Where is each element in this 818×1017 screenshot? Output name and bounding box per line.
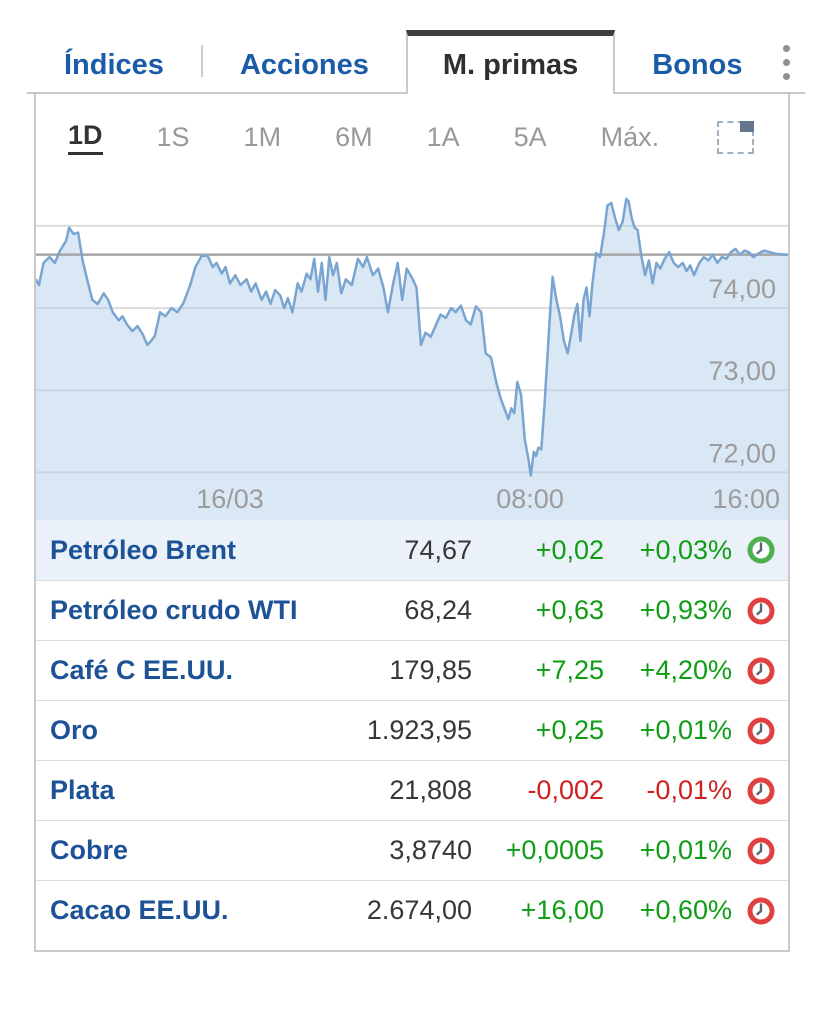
x-axis-label: 16:00 [712,484,780,514]
last-price: 68,24 [404,595,472,625]
price-change: +0,02 [535,534,604,565]
quotes-table: Petróleo Brent 74,67 +0,02 +0,03% Petróleo c… [36,520,788,950]
markets-widget: Índices Acciones M. primas Bonos 1D 1S 1M 6M 1A… [27,30,805,952]
last-price: 21,808 [389,775,472,805]
instrument-name[interactable]: Petróleo Brent [50,534,237,565]
market-status-clock-icon [732,656,776,686]
range-1d[interactable]: 1D [68,120,103,155]
table-row-cobre[interactable]: Cobre 3,8740 +0,0005 +0,01% [36,820,788,880]
instrument-name[interactable]: Café C EE.UU. [50,655,234,685]
range-1a[interactable]: 1A [426,122,460,152]
instrument-name[interactable]: Plata [50,775,115,805]
price-change-pct: +0,03% [639,534,732,565]
table-row-caf-c-ee-uu[interactable]: Café C EE.UU. 179,85 +7,25 +4,20% [36,640,788,700]
market-status-clock-icon [732,535,776,565]
instrument-name[interactable]: Cobre [50,835,129,865]
tab-bar-tabs: Índices Acciones M. primas Bonos [27,30,779,94]
price-change: +7,25 [535,655,604,685]
market-status-clock-icon [732,776,776,806]
price-change-pct: +4,20% [639,655,732,685]
time-range-bar: 1D 1S 1M 6M 1A 5A Máx. [36,94,788,175]
chart-svg: 74,00 73,00 72,00 16/03 08:00 16:00 [36,197,788,520]
price-change-pct: -0,01% [646,775,732,805]
instrument-name[interactable]: Oro [50,715,99,745]
price-chart[interactable]: 74,00 73,00 72,00 16/03 08:00 16:00 [36,175,788,520]
range-1m[interactable]: 1M [243,122,282,152]
table-row-oro[interactable]: Oro 1.923,95 +0,25 +0,01% [36,700,788,760]
kebab-menu-icon[interactable] [779,41,794,84]
price-line [36,197,788,477]
range-1s[interactable]: 1S [156,122,190,152]
price-change: +16,00 [520,895,604,925]
tab-divider [200,45,203,77]
expand-chart-icon[interactable] [717,121,755,154]
y-axis-label: 74,00 [708,274,776,304]
widget-body: 1D 1S 1M 6M 1A 5A Máx. 74,00 73,00 72,00 16/03 08:… [34,94,790,952]
range-5a[interactable]: 5A [513,122,547,152]
price-change-pct: +0,01% [639,835,732,865]
market-status-clock-icon [732,896,776,926]
price-change: +0,0005 [505,835,604,865]
last-price: 2.674,00 [366,895,472,925]
last-price: 74,67 [404,534,472,565]
tab-bar: Índices Acciones M. primas Bonos [27,30,805,94]
last-price: 179,85 [389,655,472,685]
price-change: -0,002 [527,775,604,805]
price-change: +0,25 [535,715,604,745]
tab-acciones[interactable]: Acciones [239,48,369,81]
market-status-clock-icon [732,836,776,866]
table-row-petr-leo-crudo-wti[interactable]: Petróleo crudo WTI 68,24 +0,63 +0,93% [36,580,788,640]
last-price: 1.923,95 [366,715,472,745]
range-m-x[interactable]: Máx. [600,122,660,152]
tab-m-primas[interactable]: M. primas [405,30,616,94]
instrument-name[interactable]: Petróleo crudo WTI [50,595,298,625]
area-fill [36,198,788,520]
price-change-pct: +0,01% [639,715,732,745]
price-change-pct: +0,93% [639,595,732,625]
tab-bonos[interactable]: Bonos [652,48,743,81]
market-status-clock-icon [732,716,776,746]
y-axis-label: 72,00 [708,438,776,468]
time-range-items: 1D 1S 1M 6M 1A 5A Máx. [68,120,713,155]
table-row-plata[interactable]: Plata 21,808 -0,002 -0,01% [36,760,788,820]
table-row-cacao-ee-uu[interactable]: Cacao EE.UU. 2.674,00 +16,00 +0,60% [36,880,788,940]
y-axis-label: 73,00 [708,356,776,386]
x-axis-label: 08:00 [496,484,564,514]
tab-ndices[interactable]: Índices [64,48,164,81]
price-change: +0,63 [535,595,604,625]
last-price: 3,8740 [389,835,472,865]
table-row-petr-leo-brent[interactable]: Petróleo Brent 74,67 +0,02 +0,03% [36,520,788,580]
instrument-name[interactable]: Cacao EE.UU. [50,895,229,925]
x-axis-label: 16/03 [196,484,264,514]
range-6m[interactable]: 6M [335,122,373,152]
price-change-pct: +0,60% [639,895,732,925]
market-status-clock-icon [732,596,776,626]
